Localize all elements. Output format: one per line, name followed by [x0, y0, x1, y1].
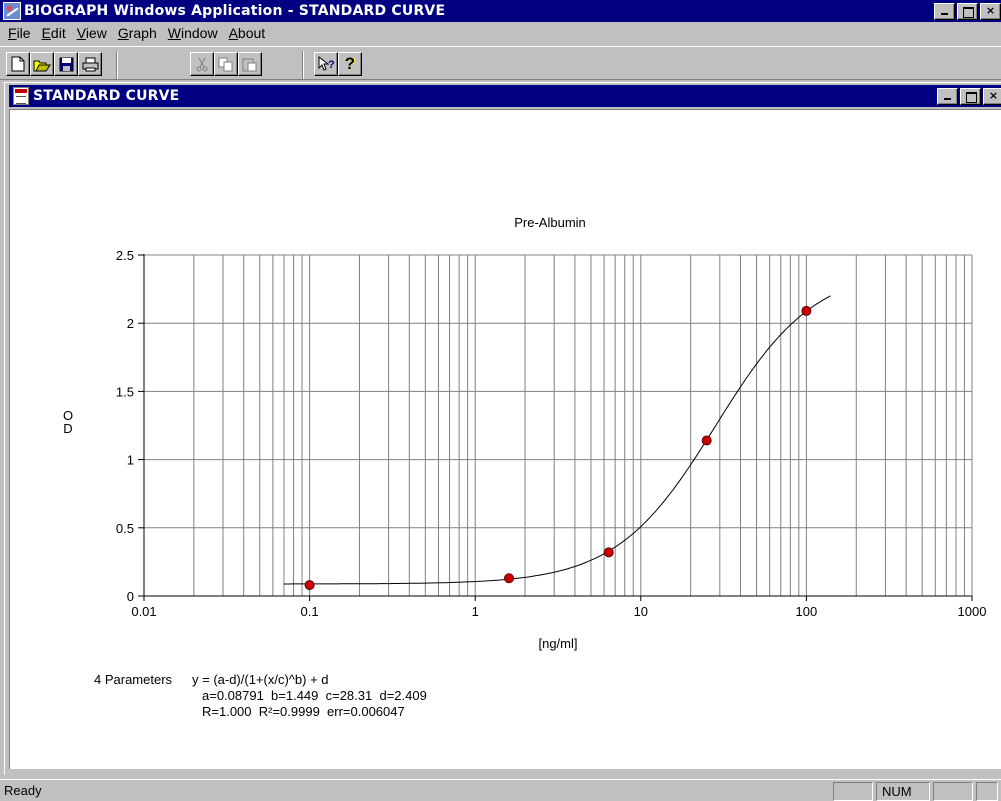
standard-curve-window: STANDARD CURVE × 0 0.5 1 1.5 2 2.5 0.01 0.1 1 10 1… [4, 82, 1001, 775]
status-bar: Ready NUM [0, 779, 1001, 801]
child-title: STANDARD CURVE [33, 88, 180, 104]
x-tick-label: 100 [796, 604, 818, 619]
child-maximize-button[interactable] [960, 88, 981, 105]
context-help-icon: ? [318, 56, 335, 71]
x-axis-label: [ng/ml] [538, 636, 577, 651]
close-button[interactable]: × [980, 3, 1001, 20]
child-minimize-button[interactable] [937, 88, 958, 105]
cut-button[interactable] [190, 52, 214, 76]
minimize-button[interactable] [934, 3, 955, 20]
help-button[interactable]: ? [338, 52, 362, 76]
chart-tick-labels: 0 0.5 1 1.5 2 2.5 0.01 0.1 1 10 100 1000 [116, 248, 987, 619]
x-tick-label: 1 [472, 604, 479, 619]
data-point [603, 547, 614, 558]
standard-curve-chart: 0 0.5 1 1.5 2 2.5 0.01 0.1 1 10 100 1000 Pre-Albumi… [63, 215, 987, 651]
data-point [701, 435, 712, 446]
child-close-button[interactable]: × [983, 88, 1001, 105]
data-point [504, 573, 515, 584]
copy-icon [218, 57, 233, 71]
x-tick-label: 10 [634, 604, 648, 619]
help-icon: ? [344, 54, 356, 73]
print-button[interactable] [78, 52, 102, 76]
cut-icon [196, 57, 208, 71]
toolbar-separator [302, 51, 304, 79]
resize-grip[interactable] [976, 782, 998, 801]
graph-area: 0 0.5 1 1.5 2 2.5 0.01 0.1 1 10 100 1000 Pre-Albumi… [9, 109, 1001, 769]
fit-coefficients: a=0.08791 b=1.449 c=28.31 d=2.409 [202, 688, 427, 703]
menu-graph[interactable]: Graph [117, 25, 157, 41]
y-axis-label-char: O [63, 408, 73, 423]
paste-button[interactable] [238, 52, 262, 76]
menu-edit[interactable]: Edit [41, 25, 66, 41]
maximize-button[interactable] [957, 3, 978, 20]
x-tick-label: 0.1 [301, 604, 319, 619]
open-icon [33, 60, 51, 71]
x-tick-label: 0.01 [131, 604, 156, 619]
new-button[interactable] [6, 52, 30, 76]
fit-formula: y = (a-d)/(1+(x/c)^b) + d [192, 672, 329, 687]
child-title-bar[interactable]: STANDARD CURVE × [9, 85, 1001, 107]
toolbar: ? ? [0, 46, 1001, 80]
menu-file[interactable]: File [8, 25, 31, 41]
y-tick-label: 0 [127, 589, 134, 604]
fit-statistics: R=1.000 R²=0.9999 err=0.006047 [202, 704, 405, 719]
chart-grid [143, 254, 973, 597]
data-point [304, 580, 315, 591]
data-points [304, 305, 812, 591]
menu-window[interactable]: Window [167, 25, 218, 41]
x-tick-label: 1000 [958, 604, 987, 619]
paste-icon [242, 58, 257, 71]
save-icon [59, 57, 73, 71]
status-pane-scroll [933, 782, 973, 801]
menu-bar: File Edit View Graph Window About [0, 22, 1001, 44]
print-icon [82, 57, 98, 71]
biograph-app-icon[interactable] [3, 2, 21, 20]
y-tick-label: 2 [127, 316, 134, 331]
menu-about[interactable]: About [228, 25, 266, 41]
status-text: Ready [4, 783, 42, 798]
status-pane-num: NUM [876, 782, 930, 801]
svg-text:?: ? [328, 59, 335, 71]
app-title-bar[interactable]: BIOGRAPH Windows Application - STANDARD … [0, 0, 1001, 22]
status-pane-caps [833, 782, 873, 801]
y-tick-label: 2.5 [116, 248, 134, 263]
app-title: BIOGRAPH Windows Application - STANDARD … [24, 3, 446, 19]
open-button[interactable] [30, 52, 54, 76]
new-icon [11, 56, 25, 72]
chart-title: Pre-Albumin [514, 215, 586, 230]
y-tick-label: 1 [127, 453, 134, 468]
y-axis-label-char: D [63, 421, 72, 436]
y-tick-label: 0.5 [116, 521, 134, 536]
document-icon[interactable] [13, 87, 29, 105]
y-tick-label: 1.5 [116, 384, 134, 399]
fit-curve [283, 295, 831, 585]
save-button[interactable] [54, 52, 78, 76]
copy-button[interactable] [214, 52, 238, 76]
parameters-label: 4 Parameters [94, 672, 173, 687]
chart-axes [138, 254, 973, 601]
context-help-button[interactable]: ? [314, 52, 338, 76]
toolbar-separator [116, 51, 118, 79]
menu-view[interactable]: View [76, 25, 107, 41]
data-point [801, 305, 812, 316]
